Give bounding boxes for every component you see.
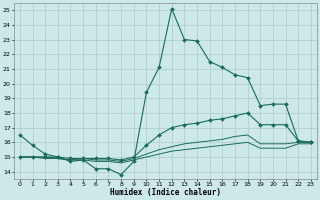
X-axis label: Humidex (Indice chaleur): Humidex (Indice chaleur) xyxy=(110,188,221,197)
